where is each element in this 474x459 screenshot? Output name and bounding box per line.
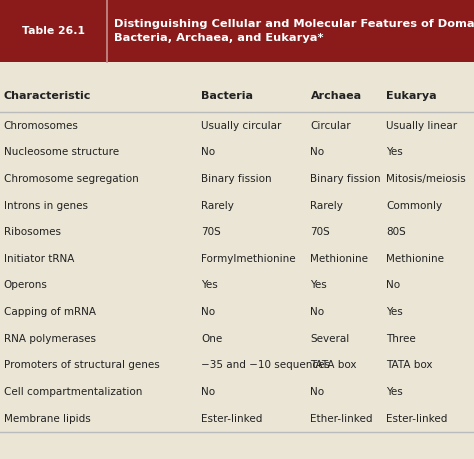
Text: One: One [201, 334, 223, 344]
Text: Methionine: Methionine [386, 254, 444, 264]
Text: No: No [386, 280, 401, 291]
Text: Mitosis/meiosis: Mitosis/meiosis [386, 174, 466, 184]
Text: Ether-linked: Ether-linked [310, 414, 373, 424]
Text: Three: Three [386, 334, 416, 344]
Text: 70S: 70S [201, 227, 221, 237]
Text: Formylmethionine: Formylmethionine [201, 254, 296, 264]
Text: No: No [310, 387, 325, 397]
Text: No: No [310, 147, 325, 157]
Text: No: No [201, 147, 216, 157]
Text: Bacteria: Bacteria [201, 91, 254, 101]
Text: Binary fission: Binary fission [310, 174, 381, 184]
Text: Ribosomes: Ribosomes [4, 227, 61, 237]
Text: Yes: Yes [386, 387, 403, 397]
Text: Ester-linked: Ester-linked [386, 414, 447, 424]
Text: TATA box: TATA box [310, 360, 357, 370]
Text: Cell compartmentalization: Cell compartmentalization [4, 387, 142, 397]
Text: Several: Several [310, 334, 350, 344]
Text: Operons: Operons [4, 280, 48, 291]
Text: Distinguishing Cellular and Molecular Features of Domains
Bacteria, Archaea, and: Distinguishing Cellular and Molecular Fe… [114, 19, 474, 43]
Text: 80S: 80S [386, 227, 406, 237]
Text: Ester-linked: Ester-linked [201, 414, 263, 424]
Text: Yes: Yes [310, 280, 327, 291]
Text: Nucleosome structure: Nucleosome structure [4, 147, 119, 157]
Text: Rarely: Rarely [310, 201, 343, 211]
Text: Usually circular: Usually circular [201, 121, 282, 131]
Text: No: No [201, 387, 216, 397]
Text: TATA box: TATA box [386, 360, 433, 370]
Text: Rarely: Rarely [201, 201, 234, 211]
Text: 70S: 70S [310, 227, 330, 237]
Text: Table 26.1: Table 26.1 [22, 26, 85, 36]
Text: RNA polymerases: RNA polymerases [4, 334, 96, 344]
Text: Chromosome segregation: Chromosome segregation [4, 174, 138, 184]
Text: No: No [310, 307, 325, 317]
Text: Membrane lipids: Membrane lipids [4, 414, 91, 424]
Text: No: No [201, 307, 216, 317]
Text: −35 and −10 sequences: −35 and −10 sequences [201, 360, 330, 370]
Text: Methionine: Methionine [310, 254, 368, 264]
Text: Usually linear: Usually linear [386, 121, 457, 131]
Text: Promoters of structural genes: Promoters of structural genes [4, 360, 160, 370]
Text: Characteristic: Characteristic [4, 91, 91, 101]
Text: Initiator tRNA: Initiator tRNA [4, 254, 74, 264]
Text: Yes: Yes [201, 280, 218, 291]
Text: Chromosomes: Chromosomes [4, 121, 79, 131]
Text: Binary fission: Binary fission [201, 174, 272, 184]
Text: Yes: Yes [386, 307, 403, 317]
Text: Capping of mRNA: Capping of mRNA [4, 307, 96, 317]
Text: Commonly: Commonly [386, 201, 442, 211]
Bar [0, 0, 474, 62]
Text: Yes: Yes [386, 147, 403, 157]
Text: Eukarya: Eukarya [386, 91, 437, 101]
Text: Introns in genes: Introns in genes [4, 201, 88, 211]
Text: Circular: Circular [310, 121, 351, 131]
Text: Archaea: Archaea [310, 91, 362, 101]
